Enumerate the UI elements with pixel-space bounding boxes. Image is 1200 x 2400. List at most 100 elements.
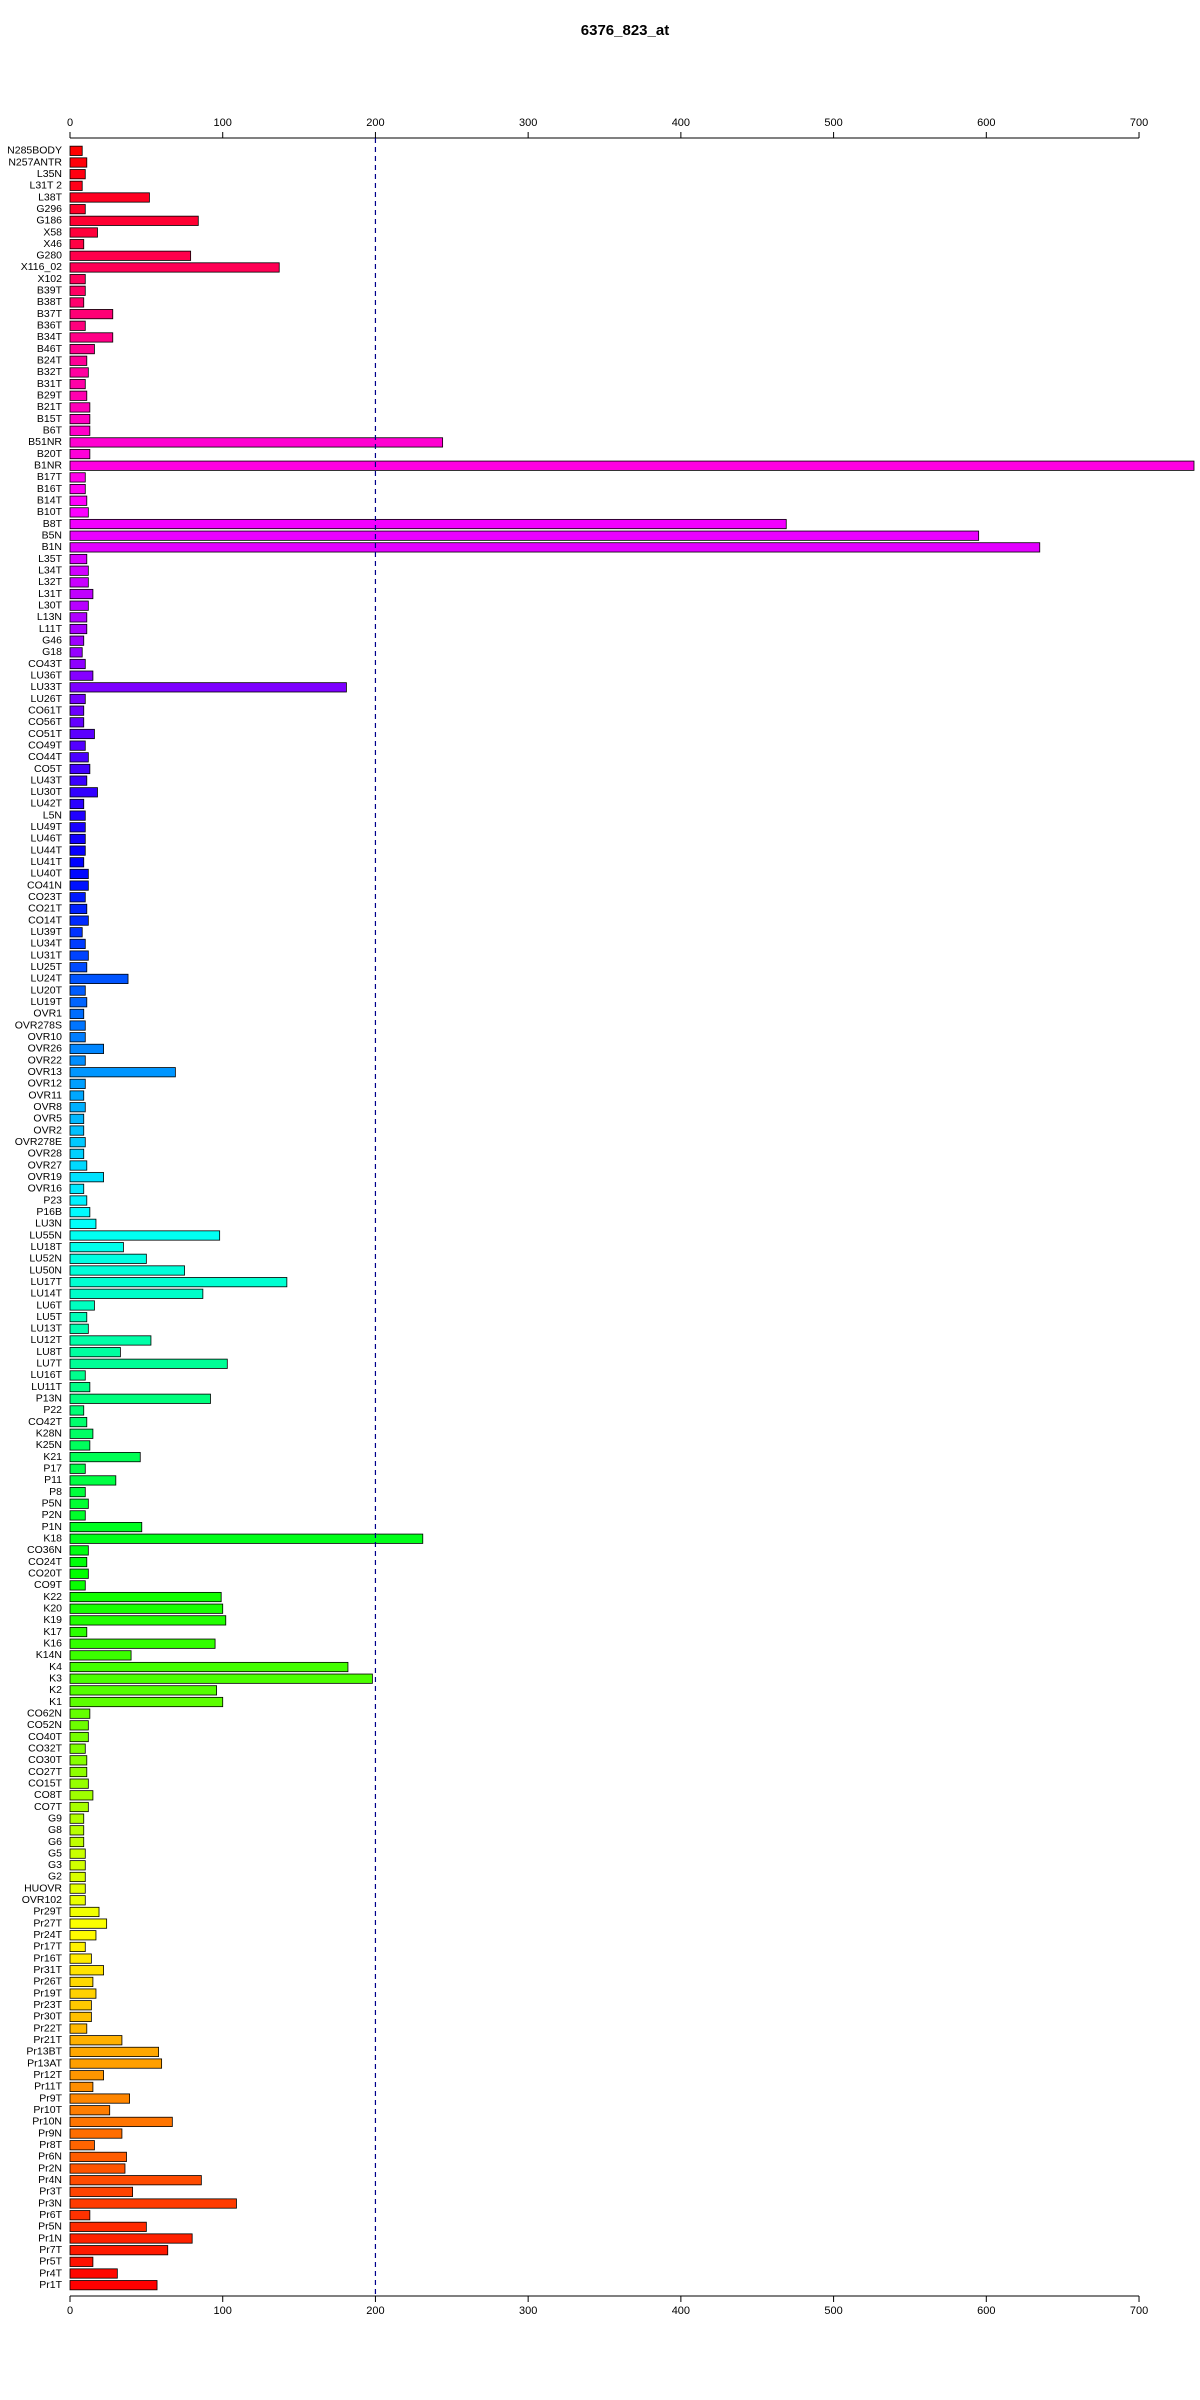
y-tick-label: B29T: [37, 390, 63, 402]
bar: [69, 810, 86, 821]
y-tick-label: CO20T: [28, 1568, 62, 1580]
y-tick-label: Pr17T: [33, 1941, 62, 1953]
x-tick-label: 100: [214, 117, 232, 129]
y-tick-label: CO56T: [28, 716, 62, 728]
y-tick-label: CO61T: [28, 704, 62, 716]
bar: [69, 1580, 86, 1591]
bar: [69, 390, 88, 401]
y-tick-label: G3: [48, 1859, 62, 1871]
y-tick-label: Pr4T: [39, 2267, 62, 2279]
y-tick-label: Pr13BT: [26, 2046, 62, 2058]
x-tick-label: 300: [519, 2305, 537, 2317]
bar: [69, 1207, 91, 1218]
y-tick-label: OVR5: [33, 1113, 62, 1125]
y-tick-label: P5N: [42, 1498, 62, 1510]
y-tick-label: CO21T: [28, 903, 62, 915]
y-tick-label: G18: [42, 646, 62, 658]
x-tick-label: 700: [1130, 2305, 1148, 2317]
y-tick-label: Pr30T: [33, 2011, 62, 2023]
y-tick-label: LU18T: [30, 1241, 62, 1253]
y-tick-label: Pr26T: [33, 1976, 62, 1988]
x-tick-label: 400: [672, 117, 690, 129]
y-tick-label: LU6T: [36, 1299, 62, 1311]
bar: [69, 752, 89, 763]
y-tick-label: Pr9T: [39, 2092, 62, 2104]
bar: [69, 1720, 89, 1731]
bar: [69, 1008, 85, 1019]
y-tick-label: LU26T: [30, 693, 62, 705]
bar: [69, 1661, 349, 1673]
y-tick-label: OVR19: [28, 1171, 63, 1183]
y-tick-label: K3: [49, 1672, 62, 1684]
x-tick-label: 300: [519, 117, 537, 129]
x-tick-label: 700: [1130, 117, 1148, 129]
bar: [69, 950, 89, 961]
bar: [69, 1370, 86, 1381]
y-tick-label: Pr11T: [34, 2081, 62, 2093]
bar: [69, 2023, 88, 2034]
bar: [69, 2151, 127, 2162]
bar: [69, 1895, 86, 1906]
bar: [69, 192, 150, 203]
bar: [69, 635, 85, 646]
y-tick-label: Pr16T: [33, 1952, 62, 1964]
bar: [69, 1230, 221, 1241]
bar: [69, 1312, 88, 1323]
bar: [69, 728, 95, 740]
bar: [69, 169, 86, 180]
x-tick-label: 600: [977, 117, 995, 129]
y-tick-label: LU12T: [30, 1334, 62, 1346]
bar: [69, 1218, 97, 1229]
y-tick-label: L32T: [38, 576, 63, 588]
bar: [69, 1090, 85, 1101]
y-tick-label: LU49T: [30, 821, 62, 833]
y-tick-label: P2N: [42, 1509, 62, 1521]
y-tick-label: G46: [42, 634, 62, 646]
y-tick-label: Pr1N: [38, 2232, 62, 2244]
bar: [69, 763, 91, 775]
bar: [69, 1440, 91, 1451]
y-tick-label: LU31T: [30, 949, 62, 961]
y-tick-label: Pr8T: [39, 2139, 62, 2151]
y-tick-label: B24T: [37, 355, 63, 367]
y-tick-label: LU13T: [30, 1323, 62, 1335]
y-tick-label: Pr23T: [33, 1999, 62, 2011]
bar: [69, 542, 1041, 553]
bar: [69, 1253, 147, 1264]
y-tick-label: K20: [43, 1602, 62, 1614]
y-tick-label: P23: [43, 1194, 62, 1206]
y-tick-label: CO42T: [28, 1416, 62, 1428]
y-tick-label: Pr12T: [33, 2069, 62, 2081]
bar: [69, 1522, 143, 1533]
y-tick-label: K21: [43, 1451, 62, 1463]
bar: [69, 1498, 89, 1509]
bar: [69, 530, 980, 541]
bar: [69, 1941, 86, 1953]
bar: [69, 1020, 86, 1031]
y-tick-label: G186: [36, 215, 62, 227]
y-tick-label: Pr6N: [38, 2151, 62, 2163]
bar: [69, 577, 89, 588]
y-tick-label: Pr3T: [39, 2186, 62, 2198]
y-tick-label: Pr4N: [38, 2174, 62, 2186]
y-tick-label: B37T: [37, 308, 63, 320]
bar: [69, 250, 192, 261]
y-tick-label: G9: [48, 1812, 62, 1824]
bar: [69, 239, 85, 250]
bar: [69, 787, 98, 798]
y-tick-label: OVR10: [28, 1031, 63, 1043]
y-tick-label: OVR11: [28, 1089, 62, 1101]
bar: [69, 1778, 89, 1789]
bar: [69, 483, 86, 495]
y-tick-label: B46T: [37, 343, 63, 355]
y-tick-label: CO49T: [28, 739, 62, 751]
bar: [69, 355, 88, 366]
bar: [69, 1137, 86, 1148]
bar: [69, 868, 89, 880]
bar: [69, 1790, 94, 1801]
bar: [69, 215, 199, 226]
y-tick-label: B16T: [37, 483, 63, 495]
x-tick-label: 400: [672, 2305, 690, 2317]
y-tick-label: X46: [43, 238, 62, 250]
